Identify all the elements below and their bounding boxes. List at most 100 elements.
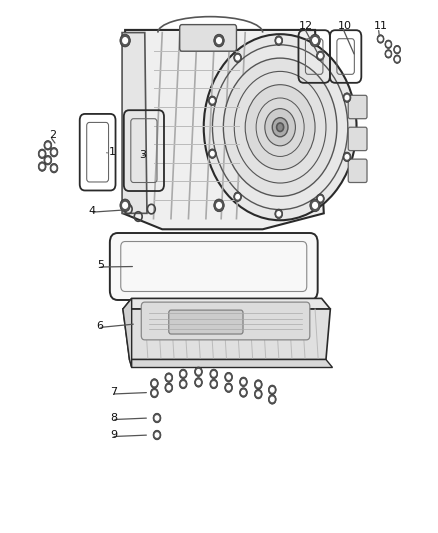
Circle shape <box>343 152 351 161</box>
Circle shape <box>179 379 187 389</box>
Circle shape <box>123 38 127 43</box>
Circle shape <box>245 85 315 169</box>
Text: 3: 3 <box>139 150 146 160</box>
Circle shape <box>225 383 233 392</box>
Circle shape <box>150 378 158 388</box>
Circle shape <box>310 199 320 212</box>
Circle shape <box>271 387 274 392</box>
Polygon shape <box>123 309 330 360</box>
Circle shape <box>152 381 156 385</box>
Circle shape <box>217 203 221 208</box>
Circle shape <box>277 123 284 132</box>
Text: 7: 7 <box>110 387 117 398</box>
Circle shape <box>50 148 58 157</box>
Text: 12: 12 <box>299 21 313 31</box>
Circle shape <box>152 391 156 395</box>
Circle shape <box>379 37 382 41</box>
Circle shape <box>167 375 170 379</box>
Circle shape <box>227 375 230 379</box>
Circle shape <box>153 430 161 440</box>
Circle shape <box>236 195 240 199</box>
FancyBboxPatch shape <box>141 302 310 340</box>
Circle shape <box>165 383 173 392</box>
Circle shape <box>210 369 218 378</box>
Circle shape <box>165 373 173 382</box>
Circle shape <box>197 380 200 384</box>
Text: 2: 2 <box>49 130 56 140</box>
Circle shape <box>212 372 215 376</box>
Circle shape <box>254 389 262 399</box>
Circle shape <box>268 385 276 394</box>
Circle shape <box>385 40 392 49</box>
Circle shape <box>275 36 283 45</box>
Circle shape <box>155 433 159 437</box>
Circle shape <box>52 166 56 171</box>
Polygon shape <box>123 30 324 229</box>
Circle shape <box>313 38 318 43</box>
Text: 8: 8 <box>111 413 118 423</box>
Circle shape <box>150 388 158 398</box>
FancyBboxPatch shape <box>348 95 367 119</box>
FancyBboxPatch shape <box>169 310 243 334</box>
Circle shape <box>225 372 233 382</box>
Polygon shape <box>123 298 330 309</box>
Circle shape <box>271 397 274 401</box>
Circle shape <box>44 141 52 150</box>
Text: 11: 11 <box>374 21 388 31</box>
FancyBboxPatch shape <box>180 25 237 51</box>
Circle shape <box>181 382 185 386</box>
Circle shape <box>181 372 185 376</box>
Circle shape <box>38 149 46 159</box>
Circle shape <box>257 392 260 396</box>
Circle shape <box>234 192 241 201</box>
Circle shape <box>227 385 230 390</box>
Circle shape <box>275 209 283 219</box>
Circle shape <box>236 55 240 60</box>
Circle shape <box>310 34 320 47</box>
Circle shape <box>345 95 349 100</box>
Circle shape <box>40 164 44 169</box>
Text: 5: 5 <box>97 261 104 270</box>
Circle shape <box>240 387 247 397</box>
FancyBboxPatch shape <box>348 159 367 182</box>
Circle shape <box>40 152 44 156</box>
Circle shape <box>179 369 187 378</box>
Circle shape <box>214 199 224 212</box>
Circle shape <box>272 118 288 137</box>
Circle shape <box>217 38 221 43</box>
Circle shape <box>316 194 324 204</box>
Circle shape <box>345 155 349 159</box>
Circle shape <box>194 367 202 376</box>
Polygon shape <box>122 33 147 213</box>
Circle shape <box>210 379 218 389</box>
Circle shape <box>318 54 322 58</box>
Circle shape <box>394 55 401 63</box>
Circle shape <box>257 382 260 386</box>
FancyBboxPatch shape <box>348 127 367 151</box>
Circle shape <box>277 212 280 216</box>
Polygon shape <box>123 298 132 368</box>
Circle shape <box>153 413 161 423</box>
Circle shape <box>212 382 215 386</box>
Circle shape <box>242 390 245 394</box>
Circle shape <box>385 50 392 58</box>
Circle shape <box>211 151 214 156</box>
Circle shape <box>194 377 202 387</box>
Circle shape <box>242 379 245 384</box>
Circle shape <box>387 42 390 46</box>
Circle shape <box>234 53 241 62</box>
Polygon shape <box>130 360 332 368</box>
Circle shape <box>38 162 46 171</box>
Circle shape <box>316 51 324 61</box>
Circle shape <box>387 52 390 56</box>
Circle shape <box>208 149 216 158</box>
Circle shape <box>254 379 262 389</box>
FancyBboxPatch shape <box>110 233 318 300</box>
Circle shape <box>204 34 357 220</box>
Circle shape <box>268 394 276 404</box>
Circle shape <box>396 47 399 52</box>
Circle shape <box>155 416 159 420</box>
Circle shape <box>223 58 337 196</box>
Circle shape <box>197 369 200 374</box>
Circle shape <box>313 203 318 208</box>
